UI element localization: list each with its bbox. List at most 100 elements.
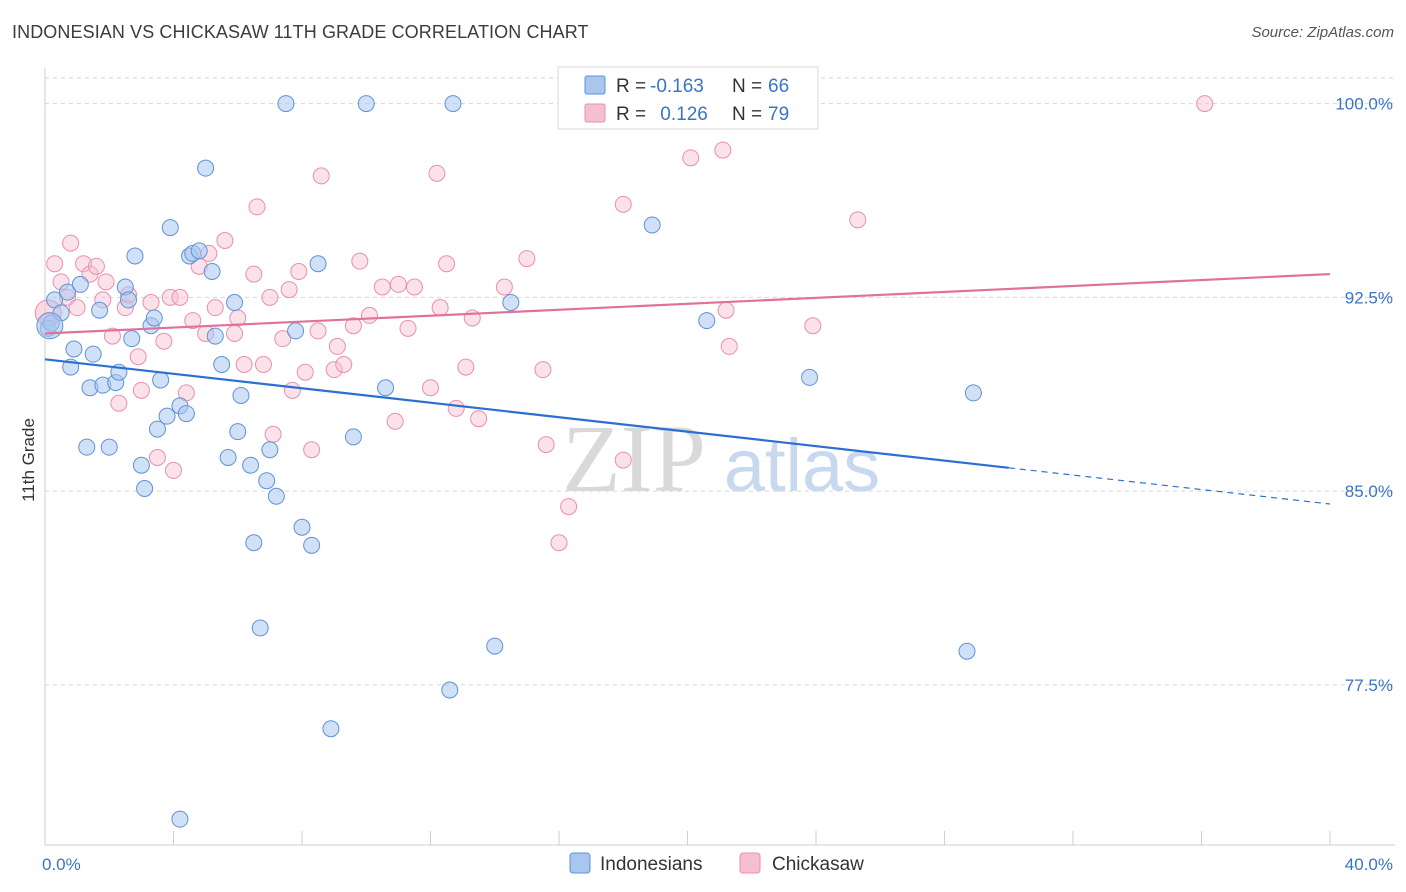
chickasaw-point-17 [142, 294, 160, 311]
indonesians-points [36, 95, 982, 828]
indonesians-point-36 [206, 327, 224, 345]
chickasaw-point-30 [226, 325, 244, 342]
indonesians-point-52 [309, 255, 327, 273]
indonesians-point-62 [698, 312, 716, 330]
indonesians-point-6 [65, 340, 83, 358]
chickasaw-point-70 [560, 498, 578, 516]
chickasaw-point-61 [447, 399, 465, 417]
indonesians-point-21 [136, 480, 154, 497]
chickasaw-point-44 [309, 322, 327, 340]
y-tick-labels: 77.5% 85.0% 92.5% 100.0% [1335, 95, 1393, 695]
trend-lines [44, 272, 1331, 505]
indonesians-point-47 [267, 487, 285, 505]
chickasaw-point-78 [849, 211, 867, 229]
indonesians-point-27 [158, 407, 176, 425]
chickasaw-point-40 [283, 381, 301, 399]
chickasaw-point-75 [717, 301, 735, 319]
chickasaw-point-29 [216, 232, 234, 249]
chickasaw-point-11 [103, 327, 121, 345]
axes [44, 68, 1395, 846]
chickasaw-point-56 [405, 278, 423, 296]
x-tick-labels: 0.0% 40.0% [42, 855, 1393, 874]
chickasaw-point-50 [351, 252, 369, 270]
legend-r-label-2: R = [616, 104, 646, 125]
indonesians-point-24 [148, 420, 166, 438]
chickasaw-point-43 [303, 441, 321, 459]
indonesians-point-46 [261, 441, 279, 459]
chickasaw-point-33 [245, 265, 263, 283]
chickasaw-point-51 [360, 306, 378, 324]
indonesians-point-55 [357, 95, 375, 113]
chickasaw-point-15 [129, 348, 147, 366]
chickasaw-point-1 [46, 255, 64, 273]
chickasaw-point-49 [344, 317, 362, 335]
indonesians-point-42 [242, 456, 260, 474]
indonesians-point-45 [258, 472, 276, 490]
legend-n-value-1: 66 [768, 76, 789, 97]
stats-legend: R = -0.163 N = 66 R = 0.126 N = 79 [557, 66, 819, 130]
indonesians-point-59 [486, 637, 504, 655]
chickasaw-point-19 [155, 332, 173, 350]
chickasaw-point-6 [75, 255, 93, 273]
chickasaw-point-54 [389, 275, 407, 293]
legend-r-value-1: -0.163 [650, 76, 704, 97]
indonesians-point-65 [958, 642, 976, 660]
chickasaw-point-8 [87, 257, 105, 275]
chickasaw-point-34 [248, 198, 266, 216]
legend-n-value-2: 79 [768, 104, 789, 125]
chickasaw-point-36 [261, 288, 279, 306]
indonesians-trend-extension [1008, 467, 1331, 505]
chickasaw-point-12 [110, 394, 128, 412]
chickasaw-point-62 [457, 358, 475, 376]
indonesians-point-19 [126, 247, 144, 265]
chickasaw-point-42 [296, 363, 314, 381]
indonesians-point-13 [100, 438, 118, 456]
chickasaw-point-76 [720, 337, 738, 355]
chickasaw-point-66 [518, 250, 536, 268]
chickasaw-point-5 [68, 299, 86, 317]
indonesians-point-44 [251, 619, 269, 637]
chickasaw-trend-line [44, 272, 1331, 335]
chickasaw-point-10 [97, 273, 115, 291]
indonesians-point-39 [226, 294, 244, 311]
chickasaw-point-65 [495, 278, 513, 296]
indonesians-point-54 [344, 428, 362, 446]
indonesians-point-43 [245, 534, 263, 552]
chickasaw-point-38 [274, 330, 292, 348]
chickasaw-point-28 [206, 299, 224, 317]
series-legend: Indonesians Chickasaw [569, 852, 864, 875]
chickasaw-point-64 [470, 410, 488, 428]
chickasaw-point-45 [312, 167, 330, 185]
chickasaw-point-39 [280, 281, 298, 299]
legend-bottom-swatch-chickasaw [739, 852, 761, 874]
indonesians-point-50 [293, 518, 311, 536]
indonesians-point-17 [120, 291, 138, 309]
chickasaw-point-52 [373, 278, 391, 296]
watermark: ZIP atlas [562, 405, 880, 512]
chickasaw-point-22 [171, 288, 189, 306]
chickasaw-point-41 [290, 263, 308, 280]
chickasaw-point-48 [335, 356, 353, 373]
chickasaw-point-21 [165, 461, 182, 479]
indonesians-point-20 [132, 456, 150, 474]
indonesians-point-60 [502, 294, 520, 311]
chickasaw-point-67 [534, 361, 552, 379]
indonesians-point-7 [71, 275, 89, 293]
indonesians-point-30 [177, 405, 195, 423]
chickasaw-point-55 [399, 319, 417, 337]
y-tick-label-2: 92.5% [1345, 288, 1393, 307]
indonesians-point-56 [377, 379, 395, 397]
chickasaw-point-47 [328, 337, 346, 355]
indonesians-point-38 [219, 449, 237, 466]
indonesians-point-34 [197, 159, 215, 177]
legend-r-value-2: 0.126 [655, 104, 708, 125]
chickasaw-point-60 [438, 255, 456, 273]
indonesians-point-28 [171, 810, 189, 828]
legend-bottom-chickasaw: Chickasaw [772, 854, 864, 875]
indonesians-point-8 [78, 438, 96, 456]
chickasaw-point-69 [550, 534, 568, 552]
chickasaw-point-73 [682, 149, 700, 167]
chickasaw-point-72 [614, 451, 632, 469]
indonesians-point-35 [203, 263, 221, 280]
